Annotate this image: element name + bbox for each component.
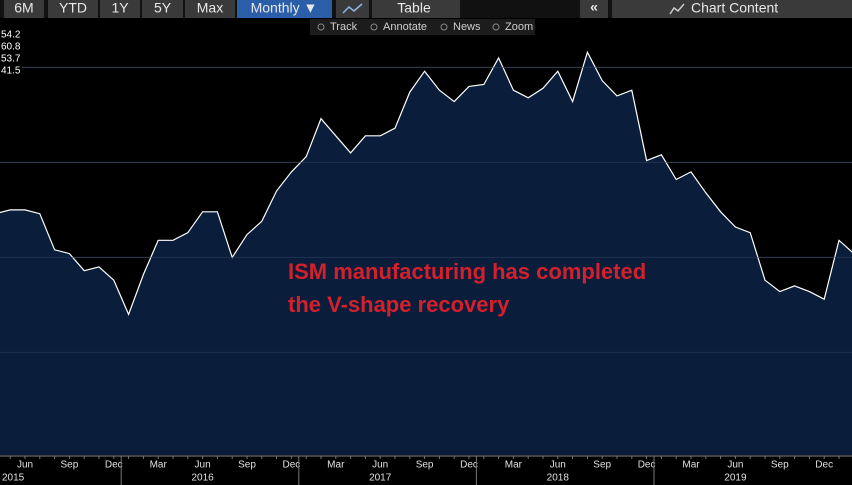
year-label: 2016	[191, 473, 214, 484]
x-axis-band	[0, 455, 852, 485]
tool-icon	[492, 23, 500, 31]
legend-values: 54.260.853.741.5	[1, 30, 21, 77]
x-tick-label: Dec	[105, 460, 123, 471]
x-tick-label: Mar	[682, 460, 700, 471]
range-label: 6M	[14, 0, 33, 16]
chart-icon	[342, 3, 363, 14]
line	[0, 50, 852, 317]
tool-label[interactable]: News	[453, 21, 481, 33]
tool-icon	[440, 23, 448, 31]
table-button[interactable]	[372, 0, 460, 18]
x-tick-label: Dec	[815, 460, 833, 471]
range-label: 1Y	[111, 0, 129, 16]
legend-value: 41.5	[1, 66, 21, 77]
range-label: YTD	[59, 0, 87, 16]
year-label: 2018	[547, 473, 570, 484]
area	[0, 52, 852, 455]
legend-value: 54.2	[1, 30, 21, 41]
tool-label[interactable]: Annotate	[383, 21, 427, 33]
legend	[0, 27, 22, 82]
year-label: 2017	[369, 473, 392, 484]
frequency-button[interactable]	[237, 0, 332, 18]
chart-content-label: Chart Content	[691, 0, 778, 16]
x-tick-label: Mar	[327, 460, 345, 471]
chart-tools	[310, 19, 535, 35]
annotation: ISM manufacturing has completed	[288, 259, 646, 284]
x-tick-label: Mar	[505, 460, 523, 471]
toolbar-buttons: 6M YTD 1Y 5Y Max	[4, 0, 235, 18]
x-tick-label: Jun	[727, 460, 743, 471]
tool-icon	[370, 23, 378, 31]
x-tick-label: Mar	[150, 460, 168, 471]
chart-tools-items: Track Annotate News Zoom	[317, 21, 533, 33]
x-tick-label: Jun	[372, 460, 388, 471]
range-button[interactable]	[48, 0, 98, 18]
legend-value: 60.8	[1, 42, 21, 53]
chart-content-button[interactable]	[612, 0, 852, 18]
tool-label[interactable]: Zoom	[505, 21, 533, 33]
x-tick-label: Dec	[638, 460, 656, 471]
x-tick-label: Jun	[550, 460, 566, 471]
plot: Jun Sep Dec Mar Jun Sep Dec Mar Jun Sep Dec Mar Jun S…	[0, 50, 852, 485]
range-label: 5Y	[154, 0, 172, 16]
range-button[interactable]	[142, 0, 183, 18]
x-tick-label: Sep	[416, 460, 434, 471]
tool-label[interactable]: Track	[330, 21, 358, 33]
range-button[interactable]	[4, 0, 44, 18]
range-button[interactable]	[185, 0, 235, 18]
annotation: the V-shape recovery	[288, 292, 510, 317]
legend-value: 53.7	[1, 54, 21, 65]
x-tick-label: Sep	[61, 460, 79, 471]
collapse-button[interactable]	[580, 0, 608, 18]
frequency-label: Monthly ▼	[251, 0, 318, 16]
range-label: Max	[197, 0, 223, 16]
x-tick-label: Sep	[593, 460, 611, 471]
x-tick-label: Jun	[17, 460, 33, 471]
collapse-label: «	[590, 0, 598, 15]
year-label: 2019	[724, 473, 747, 484]
x-tick-label: Sep	[238, 460, 256, 471]
range-button[interactable]	[100, 0, 140, 18]
x-tick-label: Sep	[771, 460, 789, 471]
table-label: Table	[397, 0, 431, 16]
x-tick-label: Dec	[283, 460, 301, 471]
tool-icon	[317, 23, 325, 31]
x-tick-label: Jun	[195, 460, 211, 471]
content-icon	[669, 3, 685, 15]
x-tick-label: Dec	[460, 460, 478, 471]
year-label: 2015	[2, 473, 25, 484]
